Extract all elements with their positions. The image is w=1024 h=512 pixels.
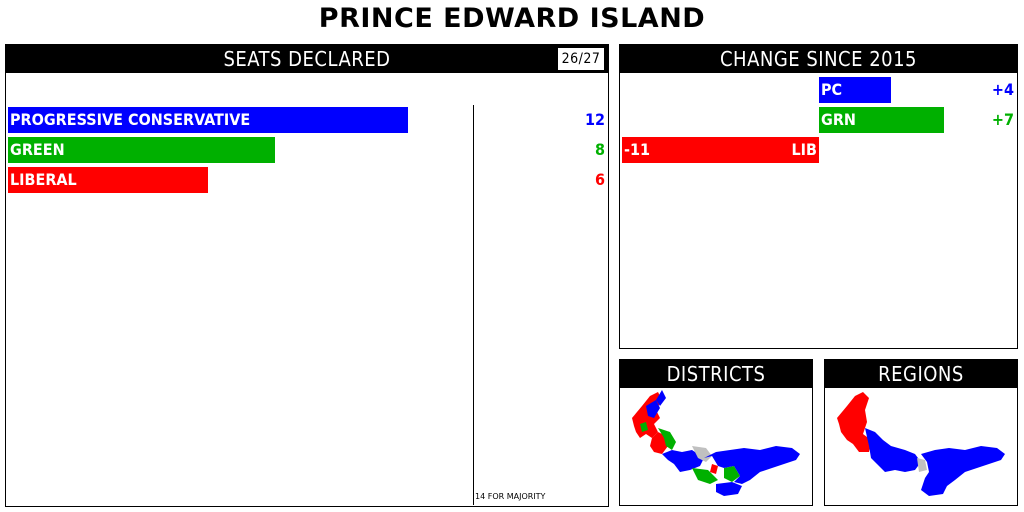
change-header: CHANGE SINCE 2015 — [620, 45, 1017, 73]
seat-bar-label: PROGRESSIVE CONSERVATIVE — [10, 110, 251, 129]
seats-declared-title: SEATS DECLARED — [223, 47, 391, 71]
district-west-green — [640, 422, 648, 432]
seats-counter: 26/27 — [557, 47, 605, 71]
change-value: -11 — [624, 140, 651, 159]
seat-value: 8 — [594, 140, 605, 159]
district-central-red2 — [710, 464, 718, 474]
region-central-grey — [917, 458, 927, 472]
change-value: +7 — [991, 110, 1014, 129]
region-central — [865, 428, 921, 472]
seat-bar-label: GREEN — [10, 140, 65, 159]
region-west — [837, 392, 871, 452]
change-bar-grn: GRN — [819, 107, 945, 133]
regions-panel[interactable]: REGIONS — [824, 359, 1018, 506]
district-southeast — [716, 482, 742, 496]
change-bar-lib: LIB -11 — [622, 137, 819, 163]
district-central-green3 — [724, 466, 740, 482]
district-west-pc — [646, 400, 660, 418]
change-bar-label: LIB — [791, 140, 818, 159]
seats-declared-header: SEATS DECLARED 26/27 — [6, 45, 608, 73]
districts-panel[interactable]: DISTRICTS — [619, 359, 813, 506]
seat-bar-label: LIBERAL — [10, 170, 77, 189]
change-bar-pc: PC — [819, 77, 891, 103]
change-bar-label: PC — [821, 80, 843, 99]
seat-bar-progressive-conservative: PROGRESSIVE CONSERVATIVE — [8, 107, 408, 133]
change-panel: CHANGE SINCE 2015 +4 PC +7 GRN LIB -11 — [619, 44, 1018, 349]
seat-value: 6 — [594, 170, 605, 189]
majority-label: 14 FOR MAJORITY — [475, 492, 546, 501]
districts-map[interactable] — [620, 388, 812, 505]
district-central-green2 — [692, 468, 718, 484]
district-central-green — [658, 428, 676, 450]
regions-header: REGIONS — [825, 360, 1017, 388]
page-title: PRINCE EDWARD ISLAND — [318, 3, 706, 34]
change-bar-label: GRN — [821, 110, 856, 129]
seat-bar-green: GREEN — [8, 137, 275, 163]
regions-map[interactable] — [825, 388, 1017, 505]
district-central-red — [650, 432, 668, 454]
district-east — [704, 446, 800, 484]
district-west-sliver — [656, 390, 666, 406]
seats-declared-panel: SEATS DECLARED 26/27 PROGRESSIVE CONSERV… — [5, 44, 609, 507]
seat-bar-liberal: LIBERAL — [8, 167, 208, 193]
seat-value: 12 — [584, 110, 605, 129]
change-value: +4 — [991, 80, 1014, 99]
district-central-grey — [692, 446, 712, 462]
district-central-blue — [662, 450, 704, 472]
districts-header: DISTRICTS — [620, 360, 812, 388]
region-east — [921, 446, 1005, 496]
majority-line — [473, 105, 474, 505]
